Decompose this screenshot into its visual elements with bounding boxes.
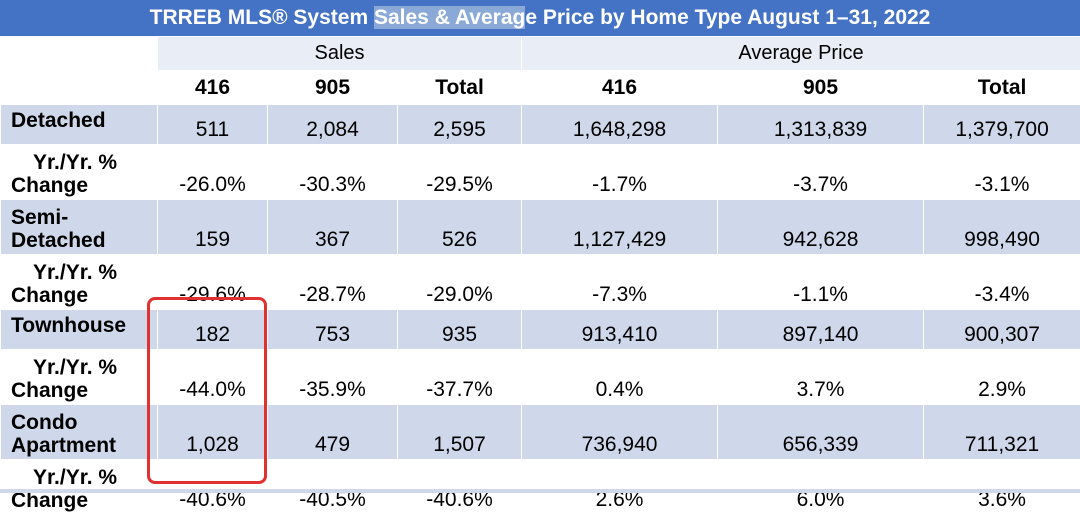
row-label-line-1: Semi- [11,206,157,229]
row-label: Yr./Yr. %Change [1,255,158,310]
bottom-strip [0,489,1080,493]
cell: 2.9% [924,350,1080,405]
cell: -1.7% [522,145,718,200]
cell: 1,127,429 [522,200,718,255]
row-label: Semi-Detached [1,200,158,255]
cell: 998,490 [924,200,1080,255]
cell: 2.6% [522,460,718,515]
row-label: Yr./Yr. %Change [1,460,158,515]
table-row: Yr./Yr. %Change -26.0% -30.3% -29.5% -1.… [1,145,1080,200]
cell: -26.0% [158,145,268,200]
cell: -3.7% [718,145,924,200]
col-header-price-416: 416 [522,71,718,105]
cell: -1.1% [718,255,924,310]
cell: 1,648,298 [522,105,718,145]
cell: 1,379,700 [924,105,1080,145]
row-label-line-2: Change [11,284,88,307]
cell: -37.7% [398,350,522,405]
col-header-sales-total: Total [398,71,522,105]
group-header-sales: Sales [158,37,522,71]
col-header-sales-416: 416 [158,71,268,105]
group-header-average-price: Average Price [522,37,1080,71]
cell: 900,307 [924,310,1080,350]
table-title: TRREB MLS® System Sales & Average Price … [0,0,1080,36]
row-label-line-1: Yr./Yr. % [11,356,157,379]
corner-cell-2 [1,71,158,105]
cell: 1,313,839 [718,105,924,145]
table-row: Detached 511 2,084 2,595 1,648,298 1,313… [1,105,1080,145]
title-selected-text: Sales & Averag [374,6,525,29]
cell: 2,084 [268,105,398,145]
row-label-line-1: Yr./Yr. % [11,151,157,174]
cell: 1,507 [398,405,522,460]
row-label-line-1: Yr./Yr. % [11,466,157,489]
row-label-line-1: Yr./Yr. % [11,261,157,284]
red-highlight-box [147,297,267,484]
cell: 6.0% [718,460,924,515]
col-header-price-total: Total [924,71,1080,105]
cell: -35.9% [268,350,398,405]
cell: -7.3% [522,255,718,310]
cell: 656,339 [718,405,924,460]
cell: 753 [268,310,398,350]
title-part-1: TRREB MLS® System [150,6,374,29]
row-label-line-2: Apartment [11,434,116,457]
row-label: Detached [1,105,158,145]
cell: -3.4% [924,255,1080,310]
row-label-line-2: Detached [11,229,106,252]
title-part-2: e Price by Home Type August 1–31, 2022 [525,6,930,29]
row-label: Yr./Yr. %Change [1,145,158,200]
cell: 913,410 [522,310,718,350]
cell: 897,140 [718,310,924,350]
cell: 736,940 [522,405,718,460]
corner-cell [1,37,158,71]
cell: -30.3% [268,145,398,200]
cell: 0.4% [522,350,718,405]
cell: 511 [158,105,268,145]
cell: 935 [398,310,522,350]
col-header-sales-905: 905 [268,71,398,105]
row-label-line-2: Change [11,174,88,197]
cell: 159 [158,200,268,255]
table-row: Semi-Detached 159 367 526 1,127,429 942,… [1,200,1080,255]
cell: -29.0% [398,255,522,310]
col-header-price-905: 905 [718,71,924,105]
row-label-line-2: Change [11,379,88,402]
cell: -29.5% [398,145,522,200]
row-label-line-1: Condo [11,411,157,434]
cell: 3.6% [924,460,1080,515]
cell: 526 [398,200,522,255]
cell: 2,595 [398,105,522,145]
cell: -40.6% [398,460,522,515]
cell: 711,321 [924,405,1080,460]
cell: -28.7% [268,255,398,310]
cell: 367 [268,200,398,255]
row-label: Townhouse [1,310,158,350]
cell: 942,628 [718,200,924,255]
cell: 479 [268,405,398,460]
cell: 3.7% [718,350,924,405]
cell: -40.5% [268,460,398,515]
row-label: Yr./Yr. %Change [1,350,158,405]
cell: -3.1% [924,145,1080,200]
